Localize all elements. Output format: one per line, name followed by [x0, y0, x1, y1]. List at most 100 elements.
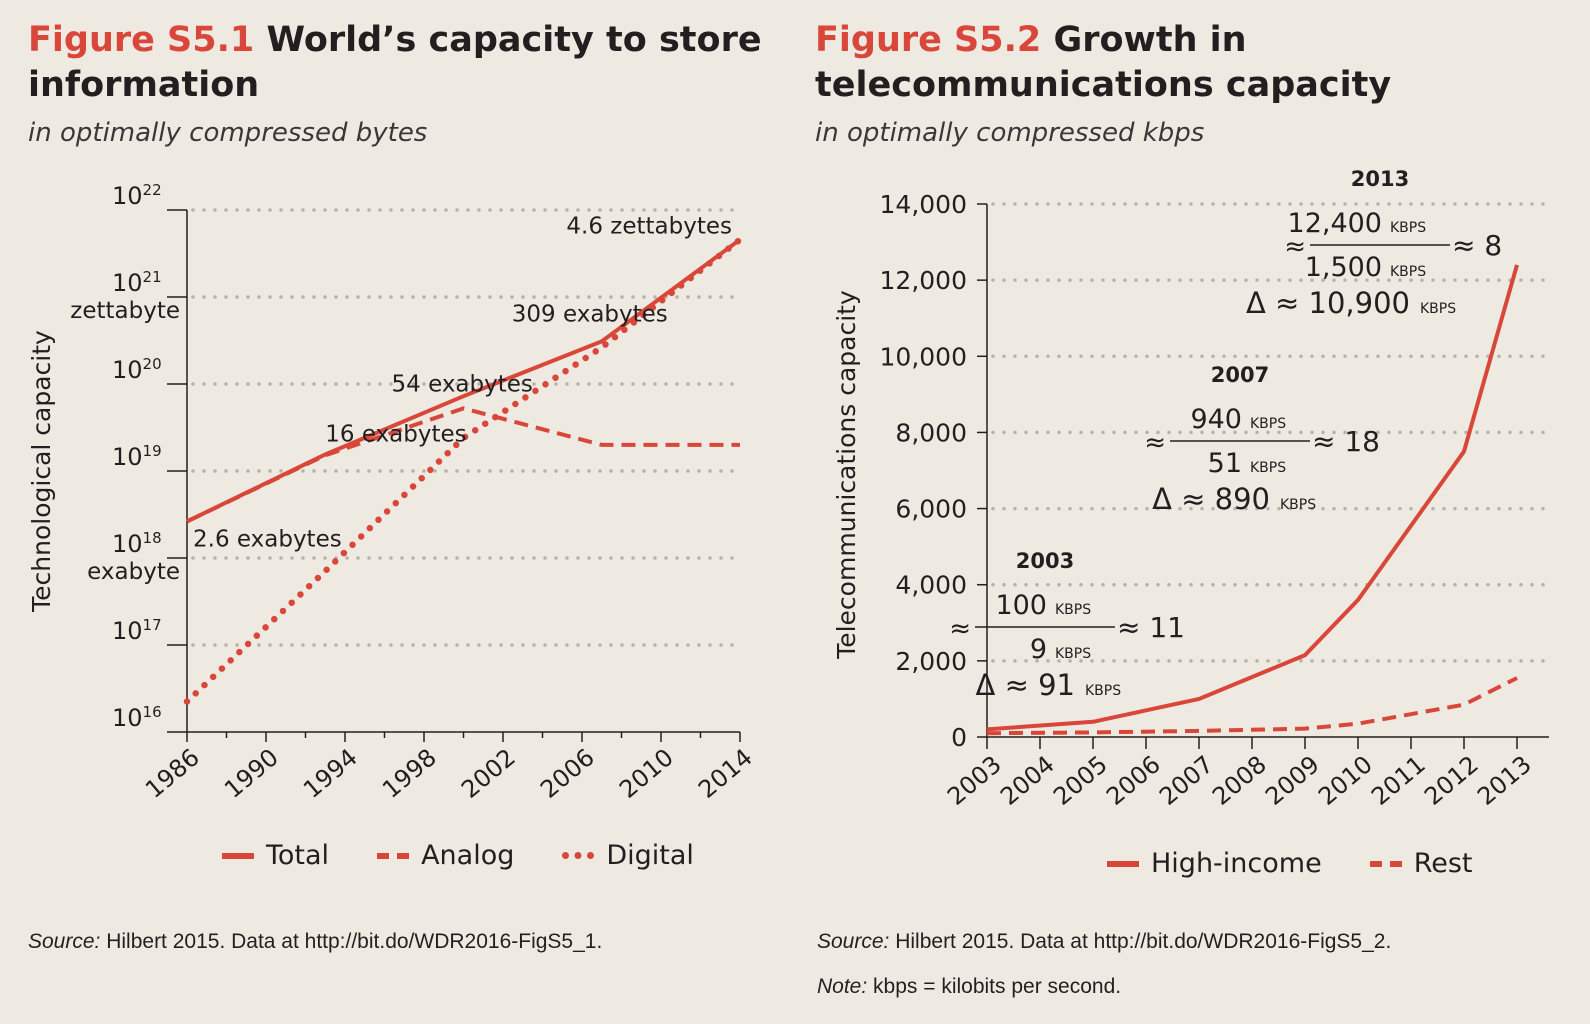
y-tick-label: 1018	[112, 529, 162, 558]
legend-item-high-income: High-income	[1107, 848, 1322, 879]
annotation-2003: 2003 100 KBPS 9 KBPS ≈ ≈ 11 Δ ≈ 91 KBPS	[949, 549, 1185, 702]
y-tick-label: 1022	[112, 181, 162, 210]
annotation-numerator-unit: KBPS	[1250, 416, 1286, 432]
y-tick-label: 1016	[112, 703, 162, 732]
annotation-year: 2007	[1211, 363, 1269, 387]
x-tick-label: 2006	[535, 743, 600, 804]
figure-2-title-text: Growth in telecommunications capacity	[815, 20, 1392, 105]
y-tick-label: 0	[951, 723, 967, 752]
legend-swatch-dashed	[377, 852, 410, 859]
y-tick-label: 6,000	[895, 495, 967, 524]
approx-sign: ≈	[1144, 428, 1166, 458]
series-line-analog	[186, 406, 740, 524]
annotation-denominator-unit: KBPS	[1390, 264, 1426, 280]
annotation-delta: Δ ≈ 91	[976, 668, 1075, 702]
x-tick-label: 2009	[1260, 750, 1325, 811]
x-tick-label: 1994	[298, 743, 363, 804]
annotation-delta-unit: KBPS	[1280, 497, 1316, 513]
data-label: 54 exabytes	[392, 371, 533, 397]
figure-1-title-text: World’s capacity to store information	[28, 20, 762, 105]
approx-sign: ≈	[1284, 232, 1306, 262]
annotation-denominator: 1,500	[1305, 252, 1382, 283]
annotation-delta: Δ ≈ 890	[1152, 482, 1270, 516]
annotation-ratio: ≈ 11	[1117, 611, 1185, 644]
y-tick-label: 4,000	[895, 571, 967, 600]
y-tick-label: 2,000	[895, 647, 967, 676]
legend-item-rest: Rest	[1369, 848, 1473, 879]
source-text: Hilbert 2015. Data at http://bit.do/WDR2…	[100, 930, 603, 953]
annotation-year: 2003	[1016, 549, 1074, 573]
x-tick-label: 2012	[1419, 750, 1484, 811]
annotation-numerator-unit: KBPS	[1055, 602, 1091, 618]
series-line-high-income	[986, 264, 1519, 732]
telecom-capacity-chart: 0 2,000 4,000 6,000 8,000 10,000 12,000 14,000 2…	[832, 167, 1551, 811]
x-tick-label: 2002	[456, 743, 521, 804]
legend-label-rest: Rest	[1413, 848, 1473, 879]
annotation-denominator-unit: KBPS	[1250, 460, 1286, 476]
data-label: 16 exabytes	[325, 422, 466, 448]
x-tick-label: 2010	[614, 743, 679, 804]
x-tick-label: 2014	[693, 743, 758, 804]
annotation-denominator: 9	[1030, 634, 1047, 665]
legend-label-total: Total	[266, 840, 330, 871]
x-tick-label: 2003	[942, 750, 1007, 811]
data-label: 309 exabytes	[512, 301, 668, 327]
x-tick-label: 2013	[1472, 750, 1537, 811]
annotation-numerator: 100	[995, 590, 1047, 621]
annotation-delta: Δ ≈ 10,900	[1246, 286, 1410, 320]
y-tick-label: 10,000	[880, 342, 967, 371]
legend-label-digital: Digital	[606, 840, 694, 871]
annotation-2013: 2013 12,400 KBPS 1,500 KBPS ≈ ≈ 8 Δ ≈ 10,900 KBP…	[1246, 167, 1502, 320]
y-tick-label: 14,000	[880, 190, 967, 219]
annotation-numerator: 940	[1190, 404, 1242, 435]
x-tick-label: 2008	[1207, 750, 1272, 811]
legend-label-high-income: High-income	[1151, 848, 1322, 879]
legend-item-total: Total	[222, 840, 329, 871]
figure-2-legend: High-income Rest	[1107, 848, 1473, 879]
data-label: 2.6 exabytes	[193, 526, 342, 552]
legend-item-digital: Digital	[562, 840, 694, 871]
y-tick-label: 1020	[112, 355, 162, 384]
data-label: 4.6 zettabytes	[566, 214, 732, 240]
figure-2-label: Figure S5.2	[815, 20, 1042, 60]
source-text: Hilbert 2015. Data at http://bit.do/WDR2…	[889, 930, 1392, 953]
figure-2-note: Note: kbps = kilobits per second.	[817, 975, 1121, 999]
legend-item-analog: Analog	[377, 840, 514, 871]
annotation-delta-unit: KBPS	[1085, 683, 1121, 699]
figure-1-label: Figure S5.1	[28, 20, 255, 60]
figure-2-subtitle: in optimally compressed kbps	[815, 118, 1205, 148]
x-tick-label: 2011	[1366, 750, 1431, 811]
x-tick-label: 1990	[219, 743, 284, 804]
legend-swatch-dotted	[562, 852, 595, 859]
legend-label-analog: Analog	[421, 840, 515, 871]
annotation-denominator-unit: KBPS	[1055, 646, 1091, 662]
x-tick-label: 2007	[1154, 750, 1219, 811]
figure-2-title: Figure S5.2 Growth in telecommunications…	[815, 18, 1555, 108]
source-label: Source:	[817, 930, 890, 953]
figure-1-subtitle: in optimally compressed bytes	[28, 118, 428, 148]
y-tick-label: 1019	[112, 442, 162, 471]
series-line-total	[186, 237, 742, 524]
y-tick-label: 8,000	[895, 418, 967, 447]
y-axis-title: Technological capacity	[27, 330, 56, 613]
y-axis-title: Telecommunications capacity	[832, 290, 861, 660]
annotation-year: 2013	[1351, 167, 1409, 191]
note-text: kbps = kilobits per second.	[867, 975, 1122, 998]
legend-swatch-solid	[1107, 860, 1139, 867]
y-tick-label: 12,000	[880, 266, 967, 295]
annotation-numerator: 12,400	[1288, 208, 1382, 239]
note-label: Note:	[817, 975, 868, 998]
source-label: Source:	[28, 930, 101, 953]
annotation-delta-unit: KBPS	[1420, 301, 1456, 317]
x-tick-label: 1998	[377, 743, 442, 804]
y-unit-label: zettabyte	[70, 298, 180, 324]
legend-swatch-dashed	[1369, 860, 1402, 867]
y-tick-label: 1017	[112, 616, 162, 645]
figure-1-source: Source: Hilbert 2015. Data at http://bit…	[28, 930, 602, 954]
approx-sign: ≈	[949, 614, 971, 644]
figure-1-legend: Total Analog Digital	[222, 840, 694, 871]
annotation-2007: 2007 940 KBPS 51 KBPS ≈ ≈ 18 Δ ≈ 890 KBPS	[1144, 363, 1380, 516]
x-tick-label: 1986	[140, 743, 205, 804]
figure-2-source: Source: Hilbert 2015. Data at http://bit…	[817, 930, 1391, 954]
